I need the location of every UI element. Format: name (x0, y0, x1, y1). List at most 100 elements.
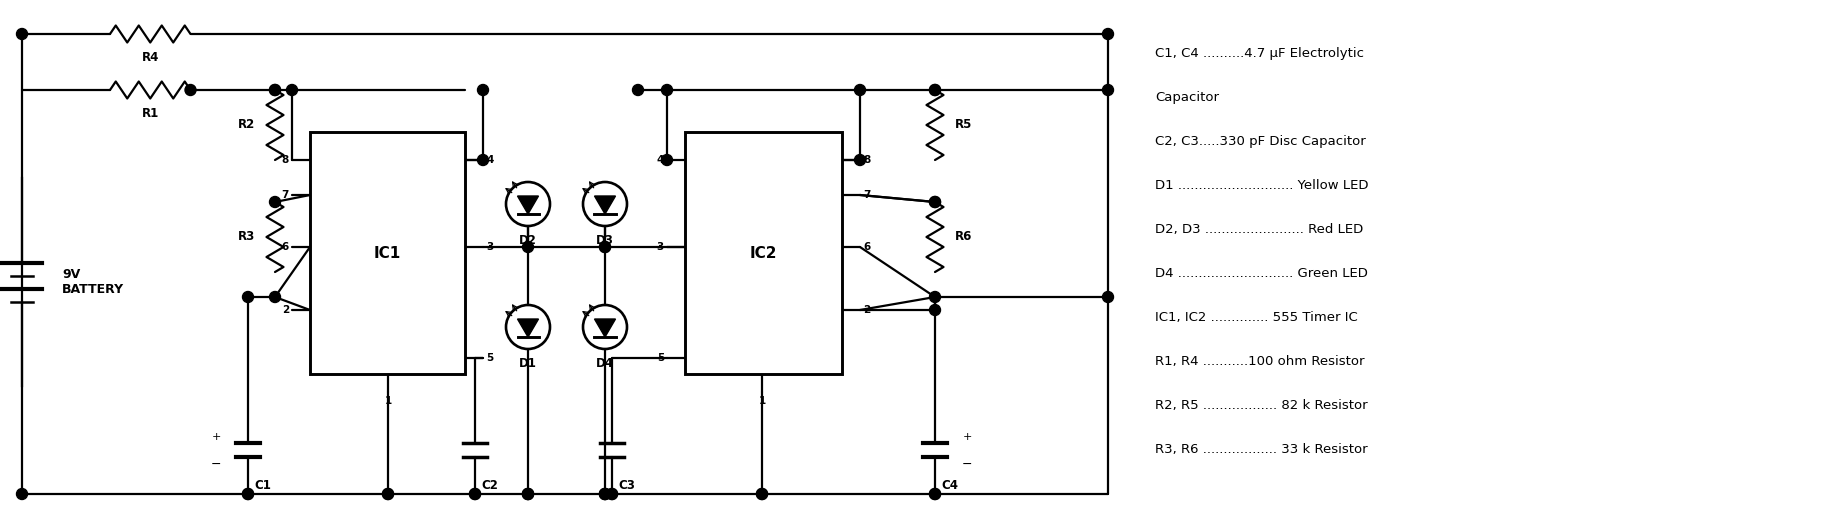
Text: −: − (962, 458, 973, 471)
Circle shape (757, 488, 768, 500)
Circle shape (269, 292, 280, 303)
Text: IC1: IC1 (374, 245, 401, 261)
Circle shape (16, 488, 27, 500)
Circle shape (383, 488, 394, 500)
Circle shape (854, 85, 865, 96)
Circle shape (16, 29, 27, 39)
Text: C1: C1 (255, 479, 271, 492)
Text: 1: 1 (385, 396, 392, 406)
Text: R2: R2 (238, 119, 255, 131)
Circle shape (522, 488, 533, 500)
Circle shape (522, 488, 533, 500)
Bar (310, 132, 465, 374)
Text: Capacitor: Capacitor (1154, 91, 1218, 104)
Text: D1: D1 (518, 357, 537, 370)
Text: R5: R5 (954, 119, 973, 131)
Circle shape (469, 488, 480, 500)
Circle shape (599, 488, 610, 500)
Text: 5: 5 (485, 353, 493, 363)
Circle shape (242, 488, 253, 500)
Circle shape (599, 488, 610, 500)
Text: 1: 1 (758, 396, 766, 406)
Circle shape (929, 488, 940, 500)
Text: IC1, IC2 .............. 555 Timer IC: IC1, IC2 .............. 555 Timer IC (1154, 311, 1358, 324)
Circle shape (929, 196, 940, 207)
Text: D4: D4 (595, 357, 614, 370)
Text: 6: 6 (863, 242, 870, 252)
Text: 8: 8 (863, 155, 870, 165)
Text: D4 ............................ Green LED: D4 ............................ Green LE… (1154, 267, 1369, 280)
Text: +: + (211, 432, 220, 442)
Circle shape (383, 488, 394, 500)
Text: R1: R1 (141, 107, 159, 120)
Circle shape (469, 488, 480, 500)
Text: R3, R6 .................. 33 k Resistor: R3, R6 .................. 33 k Resistor (1154, 443, 1369, 456)
Circle shape (269, 85, 280, 96)
Circle shape (478, 154, 489, 165)
Circle shape (929, 196, 940, 207)
Circle shape (632, 85, 643, 96)
Circle shape (583, 182, 627, 226)
Text: C2: C2 (482, 479, 498, 492)
Text: 7: 7 (863, 190, 870, 200)
Text: 3: 3 (485, 242, 493, 252)
Circle shape (599, 488, 610, 500)
Text: 4: 4 (485, 155, 493, 165)
Text: R6: R6 (954, 230, 973, 244)
Polygon shape (517, 196, 539, 214)
Text: 3: 3 (656, 242, 663, 252)
Text: D2: D2 (518, 234, 537, 247)
Text: 5: 5 (656, 353, 663, 363)
Circle shape (606, 488, 617, 500)
Polygon shape (595, 319, 616, 337)
Circle shape (929, 292, 940, 303)
Circle shape (478, 85, 489, 96)
Text: C2, C3.....330 pF Disc Capacitor: C2, C3.....330 pF Disc Capacitor (1154, 135, 1365, 148)
Text: 2: 2 (863, 305, 870, 315)
Text: R3: R3 (238, 230, 255, 244)
Circle shape (929, 85, 940, 96)
Circle shape (599, 242, 610, 253)
Text: C1, C4 ..........4.7 μF Electrolytic: C1, C4 ..........4.7 μF Electrolytic (1154, 47, 1365, 60)
Text: −: − (211, 458, 222, 471)
Circle shape (583, 305, 627, 349)
Text: +: + (962, 432, 971, 442)
Polygon shape (517, 319, 539, 337)
Circle shape (929, 488, 940, 500)
Text: R4: R4 (141, 51, 159, 64)
Text: D3: D3 (595, 234, 614, 247)
Circle shape (599, 242, 610, 253)
Polygon shape (595, 196, 616, 214)
Text: 2: 2 (282, 305, 289, 315)
Text: R2, R5 .................. 82 k Resistor: R2, R5 .................. 82 k Resistor (1154, 399, 1369, 412)
Text: D2, D3 ........................ Red LED: D2, D3 ........................ Red LED (1154, 223, 1363, 236)
Text: 9V
BATTERY: 9V BATTERY (62, 268, 125, 296)
Circle shape (242, 488, 253, 500)
Circle shape (929, 85, 940, 96)
Circle shape (854, 154, 865, 165)
Circle shape (661, 154, 672, 165)
Text: IC2: IC2 (749, 245, 777, 261)
Circle shape (661, 85, 672, 96)
Text: C4: C4 (942, 479, 958, 492)
Text: R1, R4 ...........100 ohm Resistor: R1, R4 ...........100 ohm Resistor (1154, 355, 1365, 368)
Circle shape (929, 304, 940, 315)
Text: 8: 8 (282, 155, 289, 165)
Circle shape (506, 305, 550, 349)
Text: 7: 7 (282, 190, 289, 200)
Text: 6: 6 (282, 242, 289, 252)
Circle shape (185, 85, 196, 96)
Circle shape (522, 242, 533, 253)
Text: 4: 4 (656, 155, 663, 165)
Bar (685, 132, 843, 374)
Circle shape (522, 488, 533, 500)
Circle shape (606, 488, 617, 500)
Text: C3: C3 (617, 479, 636, 492)
Circle shape (286, 85, 297, 96)
Circle shape (269, 85, 280, 96)
Circle shape (506, 182, 550, 226)
Text: D1 ............................ Yellow LED: D1 ............................ Yellow L… (1154, 179, 1369, 192)
Circle shape (1103, 29, 1114, 39)
Circle shape (269, 196, 280, 207)
Circle shape (242, 292, 253, 303)
